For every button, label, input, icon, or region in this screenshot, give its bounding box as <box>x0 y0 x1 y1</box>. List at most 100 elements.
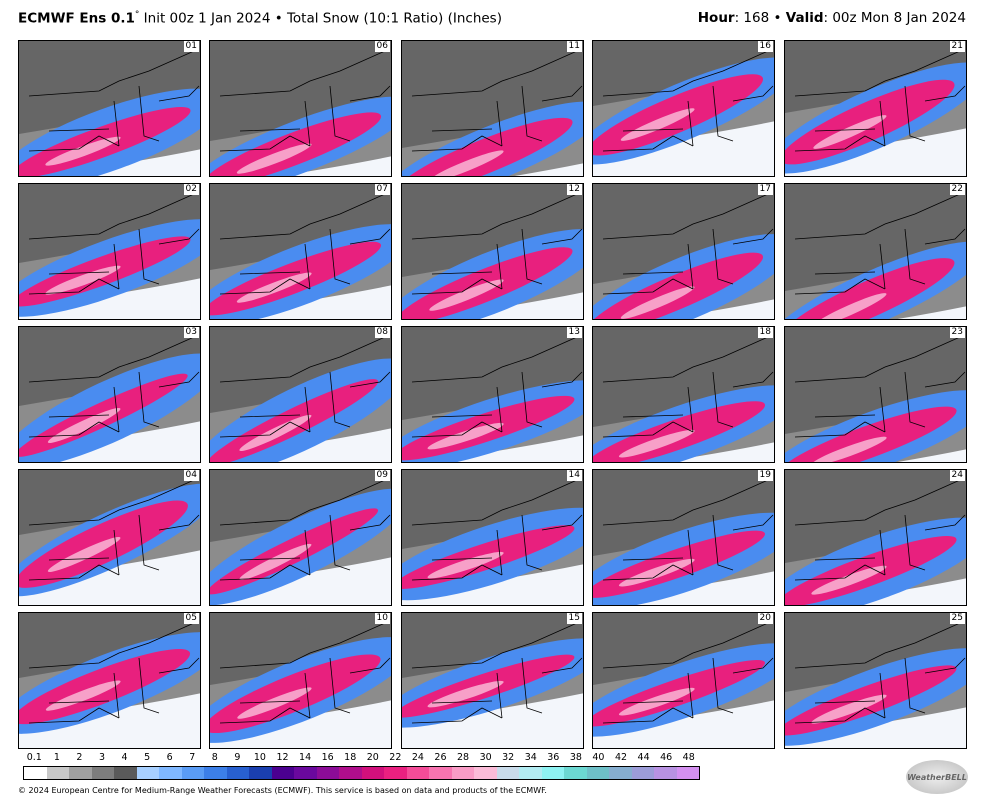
snow-dark <box>593 41 774 106</box>
map <box>785 41 966 174</box>
band-core <box>813 293 887 319</box>
panel-label: 15 <box>566 613 582 624</box>
band-core <box>45 136 121 166</box>
band-core <box>427 680 504 708</box>
snow-dark <box>210 184 391 270</box>
degree: ° <box>134 10 140 20</box>
snow-dark <box>402 613 583 678</box>
snow-dark <box>210 613 391 685</box>
band-core <box>811 436 887 462</box>
borders <box>28 622 200 724</box>
map <box>210 613 391 743</box>
colorbar-swatch <box>226 767 249 779</box>
map <box>210 184 391 319</box>
borders <box>794 50 966 152</box>
band-core <box>620 108 695 141</box>
snow-band <box>785 62 966 174</box>
map <box>210 470 391 605</box>
snow-band <box>19 632 200 734</box>
borders <box>602 193 774 295</box>
band-core <box>237 687 312 719</box>
map-panel: 10 <box>209 612 392 749</box>
colorbar-label: 30 <box>479 752 492 763</box>
colorbar-label: 4 <box>121 752 128 763</box>
snow-dark <box>785 470 966 563</box>
map <box>19 613 200 734</box>
map-panel: 11 <box>401 40 584 177</box>
snow-band <box>19 88 200 176</box>
map <box>593 613 774 737</box>
band-core <box>618 429 695 458</box>
snow-dark <box>19 41 200 134</box>
band-core <box>620 286 695 319</box>
panel-label: 10 <box>374 613 390 624</box>
colorbar-label: 26 <box>434 752 447 763</box>
snow-dark <box>210 327 391 413</box>
map <box>19 327 200 462</box>
borders <box>411 50 583 152</box>
colorbar-label: 20 <box>366 752 379 763</box>
panel-label: 07 <box>374 184 390 195</box>
band-core <box>45 265 121 295</box>
panel-label: 03 <box>183 327 199 338</box>
snow-dark <box>402 327 583 420</box>
map <box>402 41 583 176</box>
panel-label: 23 <box>949 327 965 338</box>
panel-label: 16 <box>757 41 773 52</box>
model: ECMWF Ens 0.1 <box>18 10 135 27</box>
header-left: ECMWF Ens 0.1° Init 00z 1 Jan 2024 • Tot… <box>18 10 502 27</box>
panel-label: 22 <box>949 184 965 195</box>
map-panel: 12 <box>401 183 584 320</box>
band-core <box>618 558 695 587</box>
colorbar-label: 24 <box>411 752 424 763</box>
colorbar-label: 38 <box>569 752 582 763</box>
panel-label: 20 <box>757 613 773 624</box>
map-panel: 17 <box>592 183 775 320</box>
colorbar-label: 3 <box>98 752 105 763</box>
map-panel: 14 <box>401 469 584 606</box>
panel-label: 12 <box>566 184 582 195</box>
header-right: Hour: 168 • Valid: 00z Mon 8 Jan 2024 <box>698 10 966 26</box>
colorbar-label: 36 <box>547 752 560 763</box>
map <box>19 41 200 176</box>
snow-dark <box>593 470 774 556</box>
colorbar-swatch <box>316 767 339 779</box>
snow-band <box>402 638 583 728</box>
colorbar-swatch <box>46 767 69 779</box>
panel-label: 13 <box>566 327 582 338</box>
snow-dark <box>593 613 774 685</box>
snow-band <box>210 637 391 743</box>
map-panel: 02 <box>18 183 201 320</box>
map-panel: 22 <box>784 183 967 320</box>
valid-value: : 00z Mon 8 Jan 2024 <box>823 10 967 26</box>
panel-label: 01 <box>183 41 199 52</box>
borders <box>219 622 391 724</box>
map-panel: 23 <box>784 326 967 463</box>
panel-label: 04 <box>183 470 199 481</box>
colorbar-label: 2 <box>76 752 83 763</box>
colorbar-swatch <box>271 767 294 779</box>
colorbar-label: 6 <box>166 752 173 763</box>
band-core <box>429 150 504 176</box>
panel-label: 11 <box>566 41 582 52</box>
map-panel: 08 <box>209 326 392 463</box>
colorbar-label: 14 <box>299 752 312 763</box>
map-panel: 16 <box>592 40 775 177</box>
map <box>19 470 200 597</box>
snow-band <box>402 229 583 319</box>
colorbar-label: 16 <box>321 752 334 763</box>
panel-label: 24 <box>949 470 965 481</box>
borders <box>28 336 200 438</box>
colorbar-label: 5 <box>144 752 151 763</box>
colorbar-swatch <box>384 767 407 779</box>
snow-band <box>402 101 583 176</box>
snow-band <box>19 219 200 317</box>
panel-label: 14 <box>566 470 582 481</box>
band-core <box>813 115 887 149</box>
colorbar-swatch <box>294 767 317 779</box>
panel-label: 19 <box>757 470 773 481</box>
borders <box>602 479 774 581</box>
snow-dark <box>785 41 966 113</box>
snow-dark <box>19 613 200 678</box>
borders <box>28 193 200 295</box>
